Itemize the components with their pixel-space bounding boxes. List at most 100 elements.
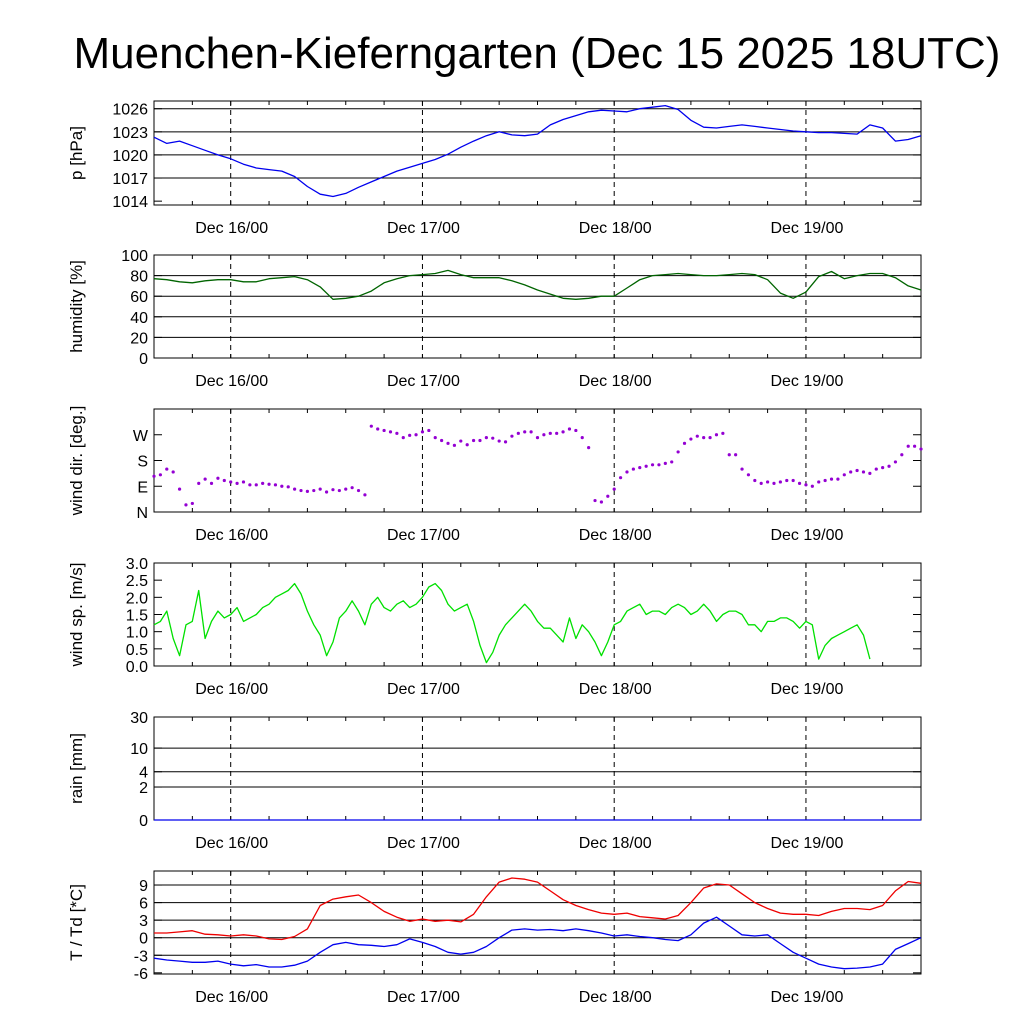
humidity-y-tick-label: 60 (130, 289, 148, 306)
wind_dir-point (440, 438, 444, 443)
wind_dir-point (152, 474, 156, 478)
humidity-x-tick-label: Dec 17/00 (387, 373, 460, 390)
wind_speed-frame (153, 562, 922, 667)
temperature-frame (153, 870, 922, 975)
temperature-x-tick-label: Dec 19/00 (770, 989, 843, 1006)
wind_dir-point (497, 439, 501, 443)
wind_dir-point (344, 487, 348, 491)
humidity-y-tick-label: 100 (121, 248, 148, 265)
wind_dir-y-tick-label: E (137, 479, 148, 496)
wind_dir-point (580, 436, 584, 440)
wind_dir-point (452, 443, 457, 447)
rain-x-tick-label: Dec 16/00 (195, 835, 268, 852)
wind_dir-point (363, 493, 367, 497)
wind_dir-point (414, 433, 418, 437)
wind_dir-x-tick-label: Dec 16/00 (195, 527, 268, 544)
wind_dir-point (638, 466, 642, 470)
wind_speed-y-axis-label: wind sp. [m/s] (67, 563, 86, 668)
wind_dir-point (427, 428, 431, 433)
wind_dir-point (548, 431, 552, 435)
wind_dir-point (382, 428, 386, 433)
wind_dir-point (797, 481, 802, 485)
pressure-y-tick-label: 1026 (112, 102, 148, 119)
wind_dir-point (868, 471, 872, 475)
wind_dir-point (727, 453, 731, 457)
wind_dir-point (478, 438, 482, 443)
wind_dir-point (900, 453, 904, 457)
wind_dir-point (740, 467, 744, 471)
wind_dir-point (459, 439, 463, 443)
wind_dir-point (229, 480, 233, 484)
wind_dir-point (766, 480, 770, 484)
wind_dir-point (587, 446, 591, 450)
wind_dir-point (618, 476, 623, 480)
temperature-y-tick-label: -6 (134, 966, 148, 983)
wind_dir-point (689, 437, 693, 441)
rain-x-tick-label: Dec 18/00 (579, 835, 652, 852)
wind_dir-point (337, 488, 341, 493)
wind_dir-x-tick-label: Dec 18/00 (579, 527, 652, 544)
panel-rain: 0 24 10 30 Dec 16/00 Dec 17/00 Dec 18/00 Dec 19… (67, 710, 922, 852)
wind_dir-point (216, 476, 220, 480)
rain-frame (153, 716, 922, 821)
wind_dir-y-axis-label: wind dir. [deg.] (67, 406, 86, 517)
wind_dir-point (823, 478, 827, 483)
humidity-y-tick-label: 0 (139, 351, 148, 368)
wind_dir-point (625, 470, 629, 474)
wind_dir-point (561, 430, 565, 434)
pressure-x-tick-label: Dec 16/00 (195, 220, 268, 237)
temperature-Td-line (153, 916, 922, 970)
rain-y-tick-label: 4 (139, 765, 148, 782)
rain-y-tick-label: 0 (139, 813, 148, 830)
wind_dir-point (510, 434, 514, 438)
wind_dir-point (350, 486, 354, 490)
wind_dir-point (408, 433, 412, 437)
wind_dir-point (222, 478, 226, 483)
wind_dir-point (254, 483, 258, 487)
wind_dir-point (241, 480, 246, 484)
wind_dir-point (785, 478, 789, 483)
wind_speed-x-tick-label: Dec 18/00 (579, 681, 652, 698)
wind_dir-point (529, 430, 533, 434)
wind_dir-point (318, 487, 322, 491)
pressure-y-tick-label: 1017 (112, 171, 148, 188)
rain-y-tick-label: 30 (130, 710, 148, 727)
wind_dir-point (599, 500, 604, 504)
wind_dir-point (555, 431, 559, 435)
wind_speed-y-tick-label: 0.5 (126, 642, 148, 659)
rain-y-axis-label: rain [mm] (67, 733, 86, 804)
wind_dir-point (829, 477, 834, 481)
wind_dir-point (881, 466, 885, 470)
wind_dir-point (203, 477, 207, 481)
wind_speed-x-tick-label: Dec 19/00 (770, 681, 843, 698)
wind_dir-point (286, 485, 290, 489)
wind_dir-point (650, 463, 655, 467)
wind_dir-point (631, 467, 635, 471)
wind_dir-point (593, 498, 597, 503)
wind_dir-point (516, 431, 520, 435)
wind_dir-point (261, 481, 265, 485)
temperature-x-tick-label: Dec 16/00 (195, 989, 268, 1006)
wind_dir-point (682, 441, 687, 445)
wind_dir-point (919, 447, 923, 451)
wind_dir-point (312, 488, 316, 493)
wind_speed-y-tick-label: 2.0 (126, 590, 148, 607)
wind_dir-point (293, 487, 297, 491)
wind_dir-point (657, 463, 661, 467)
wind_dir-point (887, 464, 891, 468)
wind_dir-point (817, 480, 821, 484)
wind_speed-x-tick-label: Dec 17/00 (387, 681, 460, 698)
wind_dir-point (695, 434, 699, 438)
temperature-x-tick-label: Dec 17/00 (387, 989, 460, 1006)
wind_dir-y-tick-label: N (136, 505, 148, 522)
wind_dir-point (491, 436, 495, 440)
pressure-x-tick-label: Dec 17/00 (387, 220, 460, 237)
pressure-y-tick-label: 1014 (112, 194, 148, 211)
humidity-x-tick-label: Dec 19/00 (770, 373, 843, 390)
rain-x-tick-label: Dec 19/00 (770, 835, 843, 852)
pressure-x-tick-label: Dec 18/00 (579, 220, 652, 237)
wind_dir-point (734, 453, 738, 457)
wind_dir-point (855, 468, 859, 473)
